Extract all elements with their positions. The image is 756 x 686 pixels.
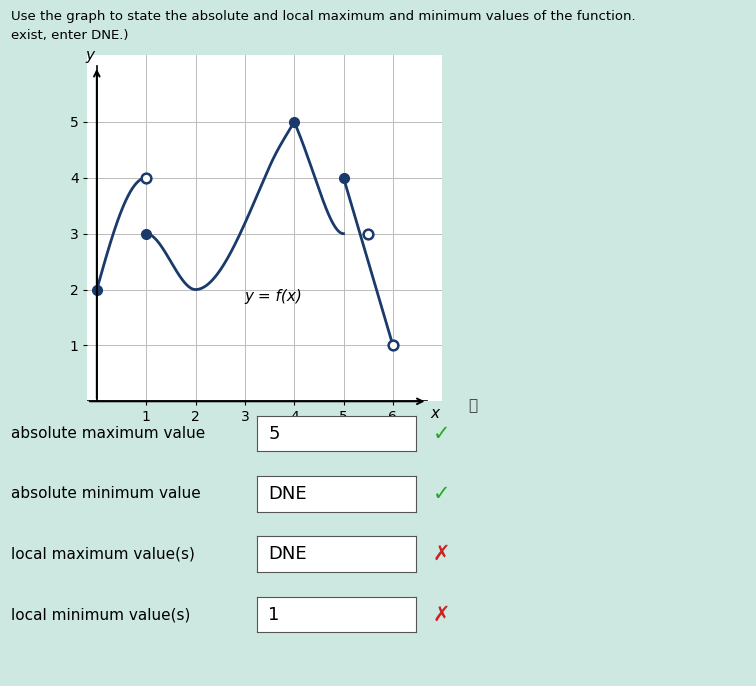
Text: local minimum value(s): local minimum value(s) bbox=[11, 607, 191, 622]
Text: y = f(x): y = f(x) bbox=[245, 289, 302, 304]
Text: y: y bbox=[85, 48, 94, 63]
Text: absolute maximum value: absolute maximum value bbox=[11, 426, 206, 441]
Text: exist, enter DNE.): exist, enter DNE.) bbox=[11, 29, 129, 42]
Text: ⓘ: ⓘ bbox=[468, 399, 477, 414]
Text: ✗: ✗ bbox=[432, 544, 450, 565]
Text: DNE: DNE bbox=[268, 545, 307, 563]
Text: ✗: ✗ bbox=[432, 604, 450, 625]
Text: local maximum value(s): local maximum value(s) bbox=[11, 547, 195, 562]
Text: ✓: ✓ bbox=[432, 484, 450, 504]
Text: absolute minimum value: absolute minimum value bbox=[11, 486, 201, 501]
Text: 1: 1 bbox=[268, 606, 280, 624]
Text: Use the graph to state the absolute and local maximum and minimum values of the : Use the graph to state the absolute and … bbox=[11, 10, 636, 23]
Text: ✓: ✓ bbox=[432, 423, 450, 444]
Text: DNE: DNE bbox=[268, 485, 307, 503]
Text: x: x bbox=[430, 406, 439, 421]
Text: 5: 5 bbox=[268, 425, 280, 442]
